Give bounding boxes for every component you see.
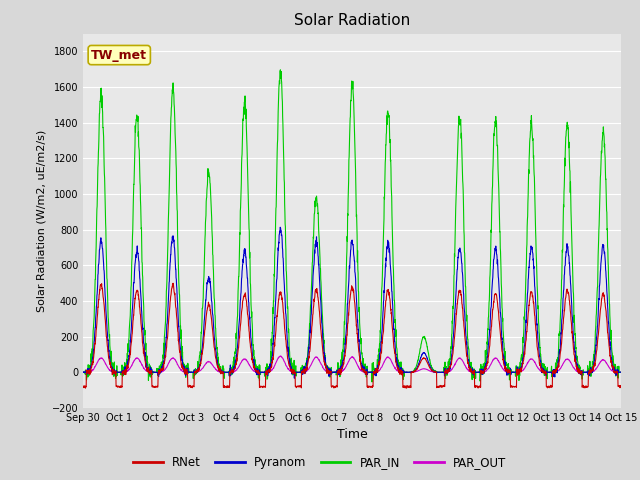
X-axis label: Time: Time bbox=[337, 429, 367, 442]
Legend: RNet, Pyranom, PAR_IN, PAR_OUT: RNet, Pyranom, PAR_IN, PAR_OUT bbox=[129, 452, 511, 474]
Title: Solar Radiation: Solar Radiation bbox=[294, 13, 410, 28]
Text: TW_met: TW_met bbox=[92, 48, 147, 61]
Y-axis label: Solar Radiation (W/m2, uE/m2/s): Solar Radiation (W/m2, uE/m2/s) bbox=[36, 130, 46, 312]
